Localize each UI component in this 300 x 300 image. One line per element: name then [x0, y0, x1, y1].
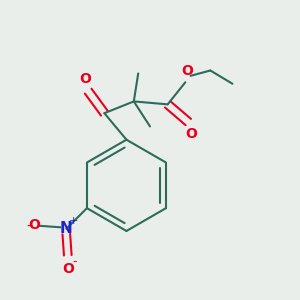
- Text: O: O: [79, 72, 91, 86]
- Text: -: -: [72, 255, 76, 268]
- Text: -: -: [26, 220, 31, 234]
- Text: O: O: [185, 127, 197, 141]
- Text: N: N: [60, 221, 73, 236]
- Text: O: O: [181, 64, 193, 78]
- Text: O: O: [62, 262, 74, 276]
- Text: +: +: [69, 216, 78, 226]
- Text: O: O: [28, 218, 40, 232]
